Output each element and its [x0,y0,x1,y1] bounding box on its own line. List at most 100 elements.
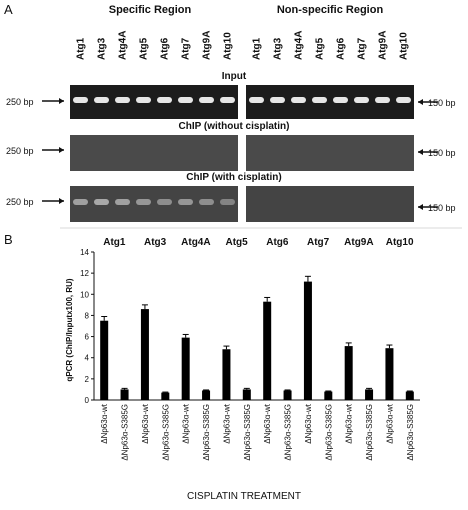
panel-b-letter: B [4,232,13,247]
group-label: Atg4A [181,237,210,248]
gel-band [396,97,411,103]
x-tick-label: ΔNp63α-wt [385,403,394,444]
group-label: Atg3 [144,237,167,248]
x-tick-label: ΔNp63α-S385G [243,404,252,461]
lane-label-nonspecific: Atg6 [336,37,347,60]
group-label: Atg10 [386,237,414,248]
input-title: Input [222,71,247,82]
gel-band [73,97,88,103]
gel-band [94,199,109,205]
lane-label-specific: Atg1 [76,37,87,60]
lane-label-specific: Atg10 [223,32,234,60]
x-tick-label: ΔNp63α-S385G [202,404,211,461]
x-tick-label: ΔNp63α-wt [345,403,354,444]
x-tick-label: ΔNp63α-S385G [365,404,374,461]
marker-150bp: 150 bp [428,203,456,213]
group-labels: Atg1 Atg3 Atg4A Atg5 Atg6 Atg7 Atg9A Atg10 [103,237,414,248]
group-label: Atg7 [307,237,330,248]
group-label: Atg6 [266,237,289,248]
lane-label-nonspecific: Atg10 [399,32,410,60]
specific-region-label: Specific Region [109,4,192,16]
lane-labels-specific: Atg1 Atg3 Atg4A Atg5 Atg6 Atg7 Atg9A Atg10 [76,31,234,60]
gel-panel-right [246,186,414,222]
gel-band [178,97,193,103]
y-tick-label: 0 [85,396,90,405]
gel-chip-without [70,135,414,171]
x-tick-label: ΔNp63α-S385G [161,404,170,461]
arrow-head-icon [418,99,423,105]
gel-band [94,97,109,103]
x-tick-label: ΔNp63α-wt [100,403,109,444]
lane-labels-nonspecific: Atg1 Atg3 Atg4A Atg5 Atg6 Atg7 Atg9A Atg10 [252,31,410,60]
lane-label-specific: Atg9A [202,31,213,60]
gel-band [270,97,285,103]
y-tick-label: 8 [85,311,90,320]
y-tick-label: 2 [85,375,90,384]
lane-label-nonspecific: Atg4A [294,31,305,60]
gel-band [178,199,193,205]
x-tick-label: ΔNp63α-wt [304,403,313,444]
gel-input [70,85,414,119]
x-tick-label: ΔNp63α-S385G [121,404,130,461]
bar [405,391,414,400]
gel-band [136,97,151,103]
gel-band [157,97,172,103]
arrow-head-icon [59,198,64,204]
gel-band [312,97,327,103]
gel-panel-left [70,135,238,171]
lane-label-specific: Atg4A [118,31,129,60]
lane-label-nonspecific: Atg7 [357,37,368,60]
gel-band [199,199,214,205]
lane-label-specific: Atg6 [160,37,171,60]
bar [283,390,292,400]
marker-150bp: 150 bp [428,148,456,158]
x-tick-label: ΔNp63α-S385G [324,404,333,461]
size-markers: 250 bp 150 bp 250 bp 150 bp 250 bp 150 bp [6,97,456,213]
bar-chart: 0 2 4 6 8 10 12 14 ΔNp63α-wt ΔNp63α-S385G ΔNp63α-w… [80,248,420,461]
x-tick-label: ΔNp63α-wt [141,403,150,444]
x-tick-label: ΔNp63α-wt [263,403,272,444]
gel-band [220,199,235,205]
marker-250bp: 250 bp [6,197,34,207]
bar [324,391,333,400]
bar [202,390,211,400]
bar [385,348,394,400]
bar [263,301,272,400]
x-axis-label: CISPLATIN TREATMENT [187,491,301,502]
nonspecific-region-label: Non-specific Region [277,4,384,16]
bar [242,389,251,400]
bar [344,346,353,400]
gel-band [291,97,306,103]
lane-label-specific: Atg7 [181,37,192,60]
marker-250bp: 250 bp [6,97,34,107]
lane-label-nonspecific: Atg9A [378,31,389,60]
bar [100,320,109,400]
group-label: Atg5 [226,237,249,248]
gel-band [354,97,369,103]
y-tick-label: 4 [85,354,90,363]
x-tick-label: ΔNp63α-wt [222,403,231,444]
arrow-head-icon [418,204,423,210]
gel-band [199,97,214,103]
gel-band [115,97,130,103]
lane-label-nonspecific: Atg3 [273,37,284,60]
gel-band [333,97,348,103]
arrow-head-icon [59,98,64,104]
group-label: Atg1 [103,237,126,248]
lane-label-specific: Atg3 [97,37,108,60]
gel-band [136,199,151,205]
y-tick-label: 12 [80,269,89,278]
y-tick-label: 6 [85,333,90,342]
x-tick-label: ΔNp63α-S385G [406,404,415,461]
y-tick-label: 10 [80,290,89,299]
bar [303,281,312,400]
y-axis-label: qPCR (ChIP/Inputx100, RU) [65,278,74,381]
marker-250bp: 250 bp [6,146,34,156]
bar [222,349,231,400]
panel-a-letter: A [4,2,13,17]
x-tick-label: ΔNp63α-S385G [284,404,293,461]
gel-chip-with [70,186,414,222]
lane-label-nonspecific: Atg5 [315,37,326,60]
gel-band [220,97,235,103]
x-tick-label: ΔNp63α-wt [182,403,191,444]
